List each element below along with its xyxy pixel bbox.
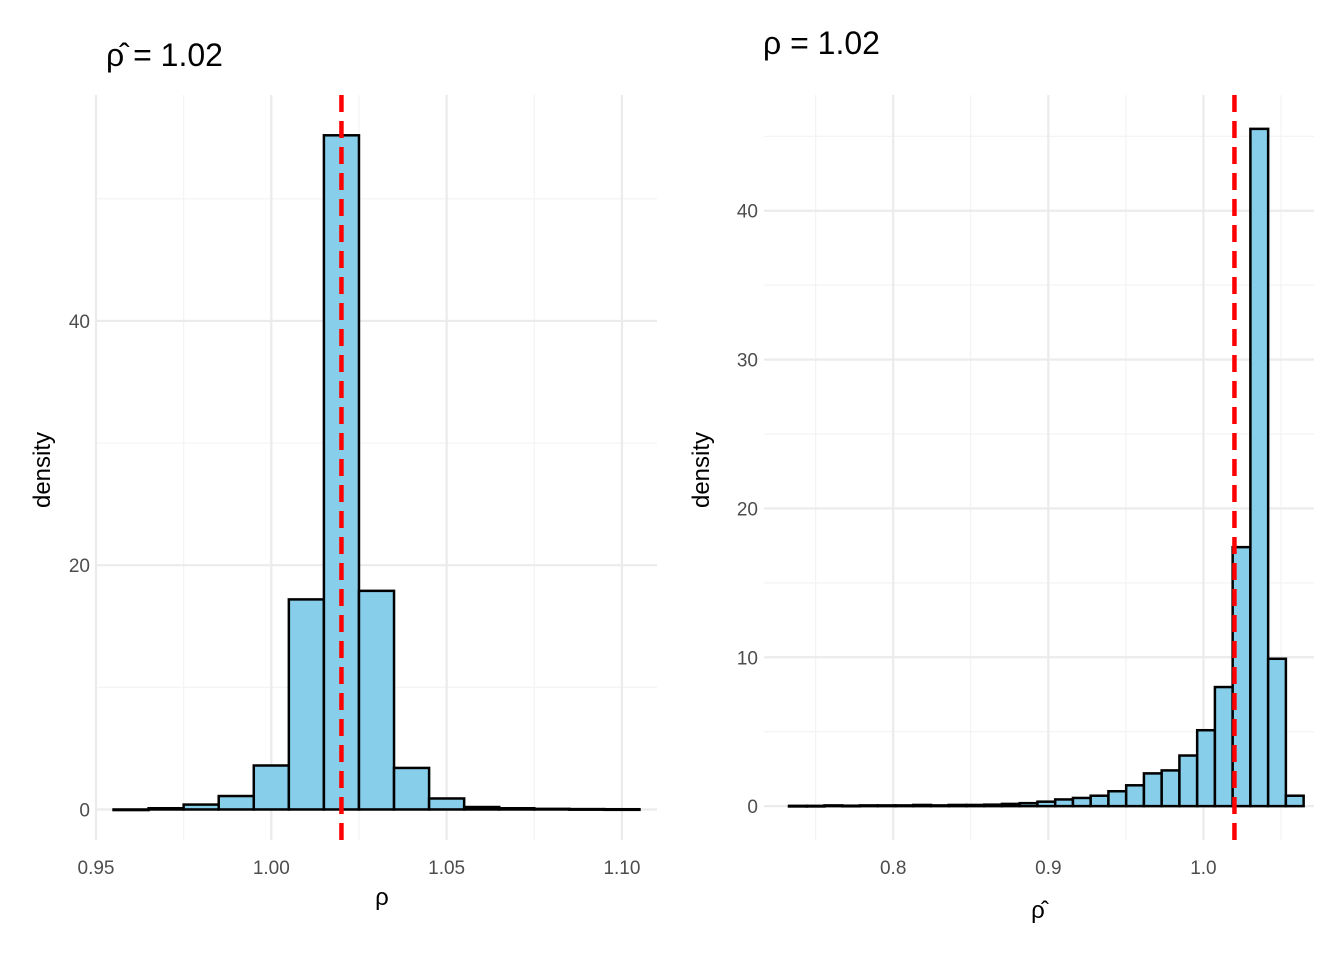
right-histogram-bar [1124, 784, 1146, 808]
right-histogram-bar [929, 804, 950, 808]
left-x-tick-label: 1.00 [253, 858, 290, 879]
right-histogram-bar [1000, 802, 1021, 808]
right-x-tick-label: 1.0 [1190, 858, 1216, 879]
right-histogram-bar [858, 804, 879, 808]
left-histogram-bar [357, 589, 396, 811]
left-bars [112, 134, 641, 812]
right-bars [787, 127, 1305, 808]
right-histogram-bar [1266, 657, 1288, 808]
left-x-tick-label: 1.10 [603, 858, 640, 879]
right-histogram-bar [805, 804, 826, 808]
right-histogram-bar [965, 803, 986, 808]
right-histogram-bar [876, 804, 897, 808]
left-histogram-bar [112, 808, 150, 812]
right-y-tick-label: 0 [747, 797, 758, 818]
left-y-tick-label: 40 [69, 312, 90, 333]
left-chart-title: ρ̂ = 1.02 [106, 37, 223, 73]
right-x-tick-labels: 0.8 0.9 1.0 [880, 858, 1217, 879]
left-x-axis-label: ρ [375, 884, 389, 911]
right-histogram-bar [1142, 772, 1163, 808]
right-histogram-bar [1018, 801, 1039, 808]
left-histogram-bar [287, 598, 326, 811]
left-histogram-bar [217, 794, 256, 811]
right-y-tick-label: 40 [737, 202, 758, 223]
left-x-tick-label: 0.95 [78, 858, 115, 879]
right-histogram-bar [1053, 798, 1075, 808]
left-histogram-bar [603, 807, 641, 812]
right-y-tick-label: 10 [737, 648, 758, 669]
right-histogram-bar [1178, 754, 1199, 808]
left-y-tick-label: 0 [79, 800, 90, 821]
left-y-tick-label: 20 [69, 556, 90, 577]
left-x-tick-labels: 0.95 1.00 1.05 1.10 [78, 858, 641, 879]
right-histogram-bar [894, 804, 915, 808]
left-histogram-bar [533, 807, 571, 811]
right-histogram-bar [1036, 800, 1057, 808]
left-histogram-bar [427, 797, 466, 811]
right-histogram-bar [787, 804, 809, 808]
left-histogram-panel: 0.95 1.00 1.05 1.10 0 20 40 ρ̂ = 1.02 ρ densi… [29, 37, 657, 911]
left-y-tick-labels: 0 20 40 [69, 312, 90, 822]
right-y-axis-label: density [688, 432, 715, 508]
right-y-tick-labels: 0 10 20 30 40 [737, 202, 758, 818]
right-histogram-panel: 0.8 0.9 1.0 0 10 20 30 40 ρ = 1.02 ρ̂ density [688, 25, 1314, 924]
right-histogram-bar [911, 803, 933, 808]
left-x-tick-label: 1.05 [428, 858, 465, 879]
left-histogram-bar [462, 805, 501, 811]
left-histogram-bar [497, 806, 536, 811]
right-x-tick-label: 0.8 [880, 858, 906, 879]
left-histogram-bar [392, 766, 431, 811]
right-histogram-bar [1284, 794, 1305, 808]
right-x-tick-label: 0.9 [1035, 858, 1061, 879]
right-histogram-bar [1160, 769, 1181, 808]
right-histogram-bar [840, 804, 862, 808]
right-histogram-bar [1107, 790, 1128, 808]
left-histogram-bar [252, 764, 291, 811]
left-histogram-bar [568, 807, 606, 811]
right-histogram-bar [1195, 728, 1217, 808]
right-histogram-bar [982, 803, 1004, 808]
right-y-tick-label: 30 [737, 351, 758, 372]
right-histogram-bar [947, 803, 968, 808]
left-histogram-bar [147, 806, 185, 811]
left-histogram-bar [182, 803, 220, 811]
right-histogram-bar [1089, 794, 1110, 808]
right-histogram-bar [1071, 796, 1092, 808]
right-chart-title: ρ = 1.02 [763, 25, 880, 61]
right-y-tick-label: 20 [737, 499, 758, 520]
left-y-axis-label: density [29, 432, 56, 508]
right-x-axis-label: ρ̂ [1031, 897, 1049, 924]
right-histogram-bar [1213, 685, 1234, 808]
right-histogram-bar [1249, 127, 1270, 808]
right-histogram-bar [823, 804, 844, 808]
